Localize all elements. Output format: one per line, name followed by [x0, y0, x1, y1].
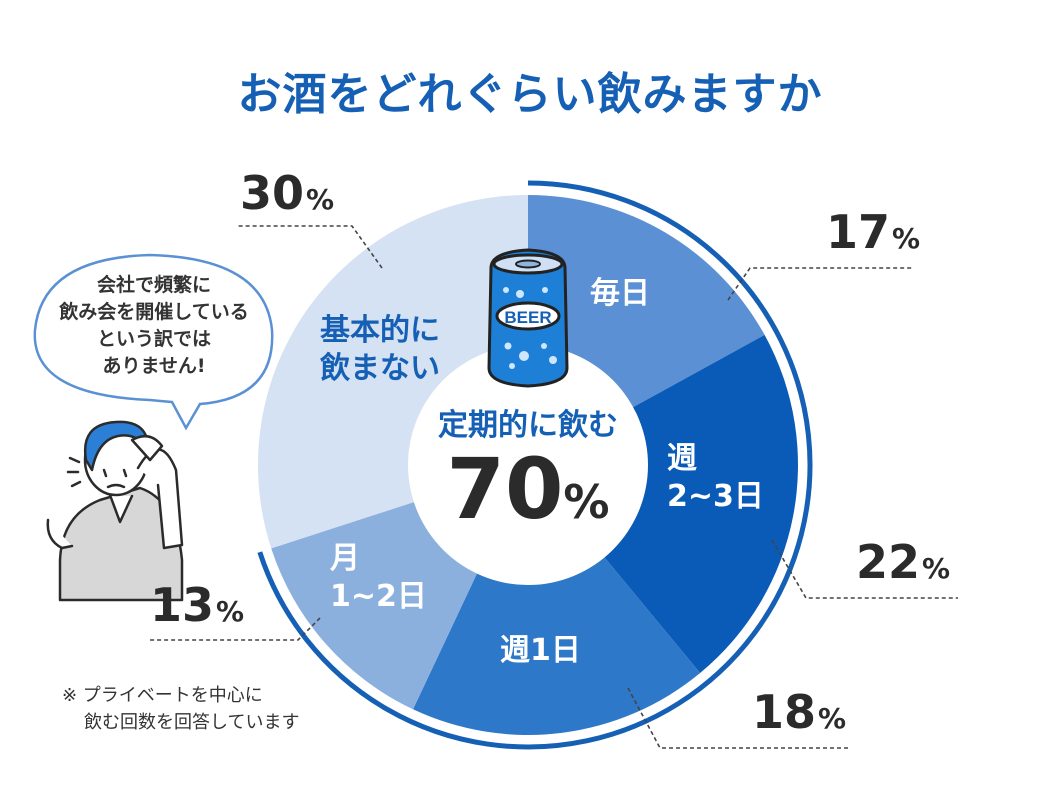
slice-label-nomanai: 基本的に 飲まない	[320, 313, 440, 386]
leader-lines	[150, 225, 958, 749]
percent-label-shu-2-3: 22%	[856, 535, 951, 589]
slice-label-shu-2-3: 週 2~3日	[667, 441, 764, 514]
percent-label-mainichi: 17%	[826, 205, 921, 259]
leader-line-22	[771, 539, 958, 599]
footnote: ※ プライベートを中心に 飲む回数を回答しています	[62, 685, 300, 733]
donut-hole	[408, 345, 648, 585]
chart-title: お酒をどれぐらい飲みますか	[237, 69, 823, 120]
leader-line-30	[238, 225, 383, 269]
percent-label-tsuki: 13%	[150, 578, 245, 632]
slice-label-tsuki: 月 1~2日	[330, 541, 427, 614]
regular-drinkers-arc	[257, 180, 813, 750]
worried-person-icon	[46, 420, 184, 602]
center-summary: 定期的に飲む 70%	[418, 400, 638, 547]
center-label: 定期的に飲む	[438, 408, 618, 443]
can-label: BEER	[504, 308, 551, 327]
center-value: 70%	[446, 440, 610, 538]
slice-label-shu-1: 週1日	[500, 633, 581, 668]
beer-can-icon: BEER	[487, 248, 569, 388]
leader-line-18	[627, 687, 850, 749]
leader-line-17	[727, 267, 912, 301]
pie-slice-shu-1	[413, 465, 701, 735]
speech-bubble	[33, 253, 274, 431]
leader-line-13	[150, 617, 321, 641]
slice-label-mainichi: 毎日	[590, 276, 650, 311]
percent-label-shu-1: 18%	[752, 685, 847, 739]
speech-bubble-text: 会社で頻繁に 飲み会を開催している という訳では ありません!	[59, 274, 249, 377]
pie-slice-shu-2-3	[528, 334, 798, 674]
percent-label-nomanai: 30%	[240, 166, 335, 220]
